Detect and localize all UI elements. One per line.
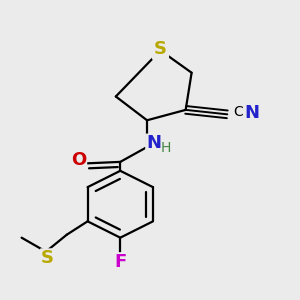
Text: N: N <box>146 134 161 152</box>
Text: N: N <box>244 104 259 122</box>
Text: S: S <box>41 249 54 267</box>
Text: O: O <box>71 151 86 169</box>
Text: S: S <box>154 40 167 58</box>
Text: C: C <box>234 105 243 119</box>
Text: H: H <box>160 141 171 154</box>
Text: F: F <box>114 253 126 271</box>
